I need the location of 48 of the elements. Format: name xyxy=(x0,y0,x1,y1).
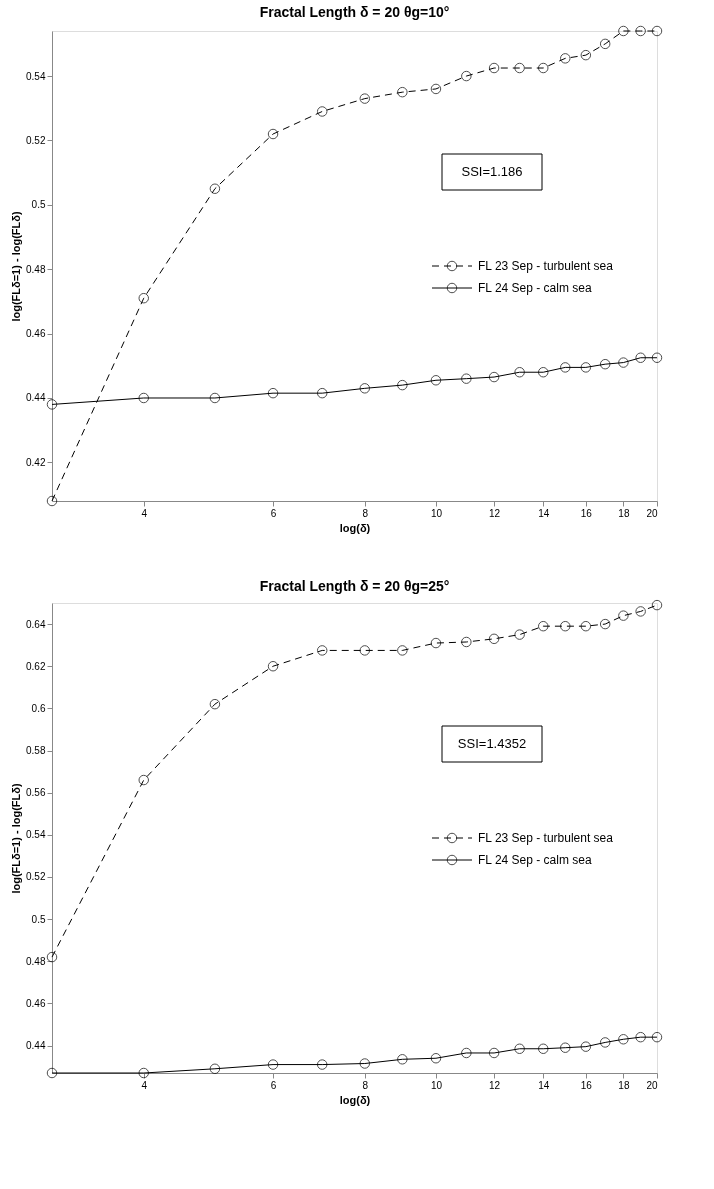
y-tick-label: 0.46 xyxy=(26,328,46,340)
x-tick-label: 14 xyxy=(538,1079,550,1091)
y-axis-title: log(FLδ=1) - log(FLδ) xyxy=(10,783,23,894)
chart-title: Fractal Length δ = 20 θg=25° xyxy=(259,578,450,595)
y-tick-label: 0.64 xyxy=(26,618,46,630)
x-tick-label: 10 xyxy=(430,1079,443,1091)
x-tick-label: 20 xyxy=(646,1079,658,1091)
x-tick-label: 8 xyxy=(362,507,369,519)
x-tick-label: 18 xyxy=(618,507,630,519)
y-tick-label: 0.5 xyxy=(31,199,46,211)
y-tick-label: 0.44 xyxy=(26,1040,46,1052)
x-axis-title: log(δ) xyxy=(339,521,371,534)
legend-label: FL 23 Sep - turbulent sea xyxy=(478,831,614,845)
legend-label: FL 24 Sep - calm sea xyxy=(478,853,592,867)
y-tick-label: 0.6 xyxy=(31,702,46,714)
x-tick-label: 20 xyxy=(646,507,658,519)
y-tick-label: 0.44 xyxy=(26,392,46,404)
y-tick-label: 0.42 xyxy=(26,456,46,468)
y-tick-label: 0.48 xyxy=(26,263,46,275)
annotation: SSI=1.186 xyxy=(461,164,523,179)
x-tick-label: 16 xyxy=(580,1079,593,1091)
x-tick-label: 6 xyxy=(270,1079,277,1091)
x-tick-label: 4 xyxy=(141,507,148,519)
chart-title: Fractal Length δ = 20 θg=10° xyxy=(259,4,450,21)
y-tick-label: 0.48 xyxy=(26,955,46,967)
y-tick-label: 0.46 xyxy=(26,997,46,1009)
y-axis-title: log(FLδ=1) - log(FLδ) xyxy=(10,211,23,322)
y-tick-label: 0.52 xyxy=(26,871,46,883)
y-tick-label: 0.5 xyxy=(31,913,46,925)
x-tick-label: 12 xyxy=(489,1079,501,1091)
x-tick-label: 6 xyxy=(270,507,277,519)
x-tick-label: 16 xyxy=(580,507,593,519)
y-tick-label: 0.54 xyxy=(26,829,46,841)
legend-label: FL 23 Sep - turbulent sea xyxy=(478,259,614,273)
y-tick-label: 0.58 xyxy=(26,745,46,757)
x-axis-title: log(δ) xyxy=(339,1093,371,1106)
y-tick-label: 0.54 xyxy=(26,70,46,82)
x-tick-label: 18 xyxy=(618,1079,630,1091)
x-tick-label: 14 xyxy=(538,507,550,519)
legend-label: FL 24 Sep - calm sea xyxy=(478,281,592,295)
y-tick-label: 0.56 xyxy=(26,787,46,799)
x-tick-label: 4 xyxy=(141,1079,148,1091)
annotation: SSI=1.4352 xyxy=(457,736,527,751)
x-tick-label: 8 xyxy=(362,1079,369,1091)
x-tick-label: 12 xyxy=(489,507,501,519)
x-tick-label: 10 xyxy=(430,507,443,519)
y-tick-label: 0.52 xyxy=(26,134,46,146)
y-tick-label: 0.62 xyxy=(26,660,46,672)
